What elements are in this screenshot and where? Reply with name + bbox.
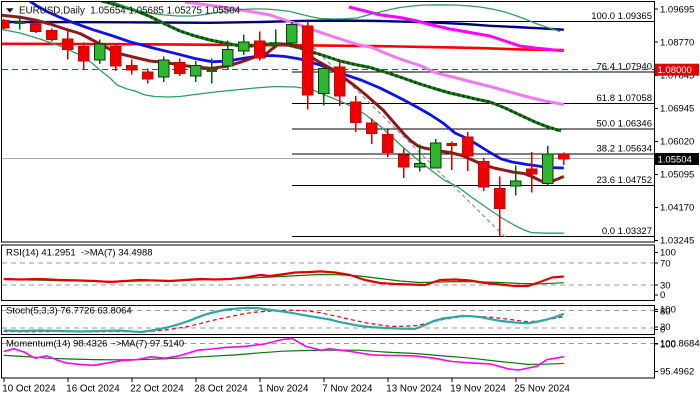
svg-text:22 Oct 2024: 22 Oct 2024: [130, 384, 184, 395]
svg-text:100: 100: [660, 305, 676, 316]
svg-text:1.08000: 1.08000: [658, 65, 692, 76]
svg-text:13 Nov 2024: 13 Nov 2024: [386, 384, 442, 395]
svg-text:Momentum(14) 98.4326 ->MA(7): Momentum(14) 98.4326 ->MA(7) 97.5140: [6, 339, 184, 350]
svg-text:100: 100: [660, 339, 676, 350]
svg-text:EURUSD,Daily 1.05654 1.05685: EURUSD,Daily 1.05654 1.05685 1.05275 1.0…: [19, 6, 241, 17]
svg-text:1.07845: 1.07845: [660, 71, 694, 82]
svg-text:7 Nov 2024: 7 Nov 2024: [322, 384, 373, 395]
svg-text:20: 20: [660, 322, 671, 333]
svg-text:1 Nov 2024: 1 Nov 2024: [258, 384, 309, 395]
svg-text:28 Oct 2024: 28 Oct 2024: [194, 384, 248, 395]
svg-text:1.05504: 1.05504: [658, 155, 692, 166]
svg-text:61.8 1.07058: 61.8 1.07058: [597, 93, 652, 104]
svg-text:1.06945: 1.06945: [660, 104, 694, 115]
svg-text:16 Oct 2024: 16 Oct 2024: [66, 384, 120, 395]
svg-text:19 Nov 2024: 19 Nov 2024: [450, 384, 506, 395]
svg-text:1.08770: 1.08770: [660, 37, 694, 48]
svg-text:76.4 1.07940: 76.4 1.07940: [597, 61, 652, 72]
svg-text:1.05095: 1.05095: [660, 170, 694, 181]
svg-text:0: 0: [660, 290, 665, 301]
svg-text:30: 30: [660, 280, 671, 291]
svg-text:1.04170: 1.04170: [660, 203, 694, 214]
svg-text:38.2 1.05634: 38.2 1.05634: [597, 144, 652, 155]
svg-text:1.09695: 1.09695: [660, 4, 694, 15]
svg-text:80: 80: [660, 307, 671, 318]
svg-text:23.6 1.04752: 23.6 1.04752: [597, 175, 652, 186]
svg-text:1.03245: 1.03245: [660, 236, 694, 247]
svg-text:RSI(14) 41.2951 ->MA(7) 34.49: RSI(14) 41.2951 ->MA(7) 34.4988: [6, 248, 153, 259]
svg-text:0: 0: [660, 325, 665, 336]
svg-text:0.0 1.03327: 0.0 1.03327: [602, 226, 652, 237]
svg-text:95.4962: 95.4962: [660, 367, 694, 378]
svg-text:100.0 1.09365: 100.0 1.09365: [591, 11, 652, 22]
svg-text:100.8684: 100.8684: [660, 339, 700, 350]
svg-text:100: 100: [660, 248, 676, 259]
svg-text:50.0 1.06346: 50.0 1.06346: [597, 118, 652, 129]
svg-text:1.06020: 1.06020: [660, 137, 694, 148]
svg-text:70: 70: [660, 258, 671, 269]
svg-text:10 Oct 2024: 10 Oct 2024: [2, 384, 56, 395]
svg-text:25 Nov 2024: 25 Nov 2024: [514, 384, 570, 395]
svg-text:Stoch(5,3,3) 76.7726 63.8064: Stoch(5,3,3) 76.7726 63.8064: [6, 306, 132, 317]
